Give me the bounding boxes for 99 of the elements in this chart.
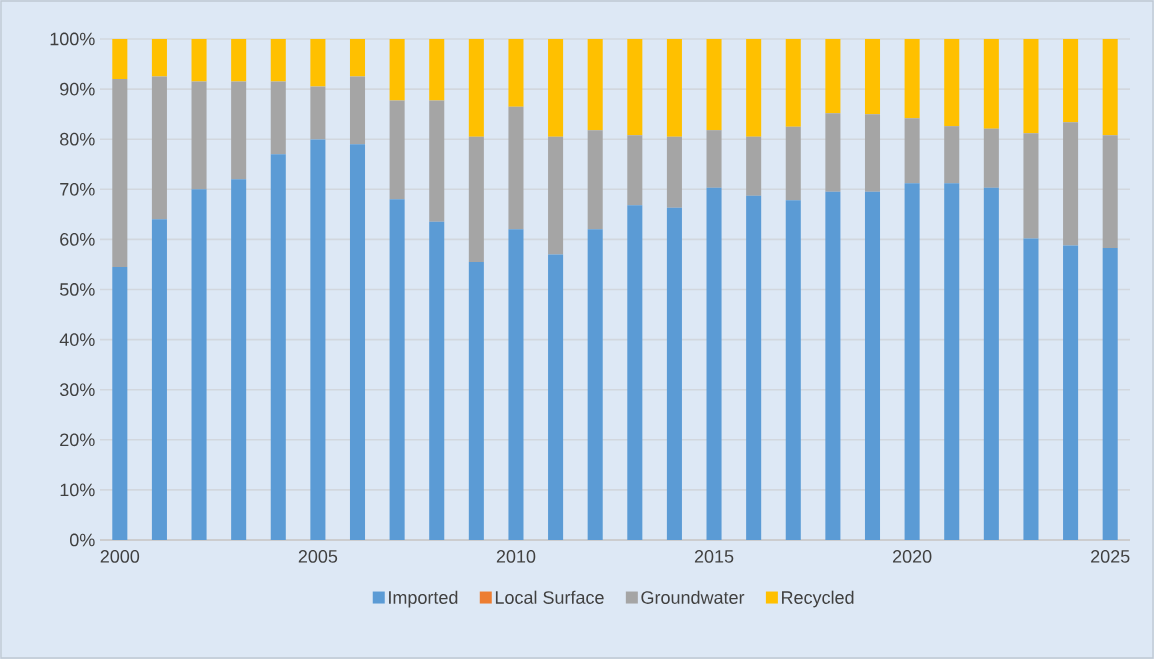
bar: [112, 266, 128, 540]
bar: [627, 38, 643, 136]
y-tick-label: 10%: [60, 483, 95, 497]
legend-label: Recycled: [782, 590, 854, 608]
bar: [548, 136, 564, 255]
bar: [983, 128, 999, 188]
x-tick-label: 2015: [694, 550, 734, 563]
bar: [983, 38, 999, 129]
bar: [310, 86, 326, 140]
bar: [666, 38, 682, 137]
bar: [587, 38, 603, 131]
bar: [191, 189, 207, 540]
bar: [944, 126, 960, 184]
y-tick-label: 60%: [60, 233, 95, 246]
bar: [785, 200, 801, 540]
bar: [310, 139, 326, 540]
x-tick-label: 2005: [298, 550, 338, 563]
y-tick-label: 80%: [60, 132, 95, 146]
bar: [825, 38, 841, 114]
bar: [706, 38, 722, 131]
bar: [864, 191, 881, 540]
y-tick-label: 30%: [59, 383, 95, 397]
bar: [1102, 247, 1118, 540]
bar: [785, 126, 801, 201]
bar: [1063, 245, 1079, 540]
bar: [706, 187, 722, 540]
bar: [429, 100, 445, 222]
y-tick-label: 50%: [59, 283, 95, 296]
bar: [270, 81, 286, 155]
bar: [627, 135, 643, 206]
bar: [349, 144, 366, 540]
bar: [746, 195, 762, 540]
y-tick-label: 70%: [60, 182, 95, 196]
bar: [349, 76, 366, 145]
bar: [1063, 122, 1079, 246]
y-tick-label: 100%: [50, 32, 95, 46]
bar: [112, 79, 128, 267]
bar: [944, 38, 960, 127]
bar: [1023, 133, 1039, 239]
bar: [666, 207, 682, 540]
bar: [1023, 238, 1039, 540]
bar: [389, 100, 405, 200]
bar: [468, 136, 484, 262]
x-tick-label: 2000: [100, 550, 140, 563]
bar: [468, 261, 484, 540]
bar: [1102, 38, 1118, 136]
y-tick-label: 0%: [69, 533, 95, 547]
bar: [746, 38, 762, 137]
bar: [468, 38, 484, 137]
bar: [864, 114, 881, 192]
bar: [191, 38, 207, 82]
bar: [1023, 38, 1039, 134]
bar: [231, 179, 247, 540]
bar: [151, 38, 167, 77]
bar: [310, 38, 326, 87]
bar: [429, 38, 445, 101]
x-tick-label: 2010: [496, 550, 536, 563]
x-tick-label: 2025: [1091, 550, 1130, 563]
bar: [587, 130, 603, 230]
bar: [508, 229, 524, 540]
bar: [270, 38, 286, 82]
bar: [548, 38, 564, 137]
bar: [151, 76, 167, 220]
bar: [270, 154, 286, 540]
bar: [231, 81, 247, 180]
y-tick-label: 90%: [60, 82, 95, 96]
bar: [666, 136, 682, 208]
bar: [746, 136, 762, 196]
bar: [904, 183, 920, 540]
bar: [429, 221, 445, 540]
bar: [1102, 135, 1118, 248]
bar: [825, 191, 841, 540]
legend-label: Groundwater: [641, 590, 745, 604]
bar: [904, 118, 920, 184]
y-tick-label: 20%: [60, 433, 95, 447]
bar: [785, 38, 801, 127]
bar: [627, 205, 643, 540]
bar: [231, 38, 247, 82]
bar: [508, 106, 524, 230]
bar: [706, 130, 722, 188]
bar: [508, 38, 524, 107]
y-tick-label: 40%: [59, 333, 95, 346]
bar: [864, 38, 881, 115]
bar: [983, 187, 999, 540]
bar: [349, 38, 366, 77]
bar: [904, 38, 920, 119]
bar: [389, 38, 405, 101]
bar: [151, 219, 167, 540]
bar: [587, 229, 603, 540]
bar: [1063, 38, 1079, 123]
bar: [112, 38, 128, 80]
bar: [191, 81, 207, 190]
bar: [389, 199, 405, 540]
x-tick-label: 2020: [892, 550, 932, 563]
bar: [548, 254, 564, 540]
legend-label: Local Surface: [495, 590, 604, 604]
bar: [944, 183, 960, 540]
legend-label: Imported: [389, 590, 458, 608]
bar: [825, 113, 841, 192]
